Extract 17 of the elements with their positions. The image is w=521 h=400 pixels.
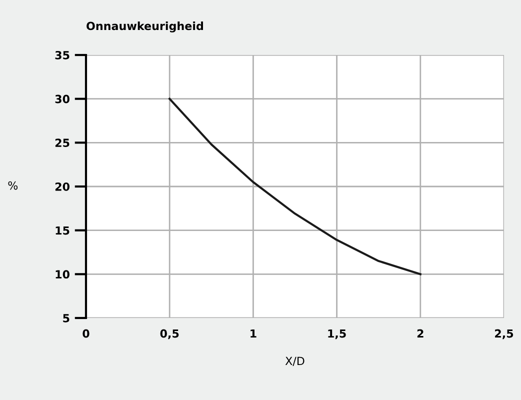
y-tick-label: 35	[55, 50, 70, 60]
x-tick-label: 1,5	[328, 329, 346, 340]
x-tick-label: 1	[250, 329, 256, 338]
x-tick-label: 0,5	[160, 329, 179, 340]
y-axis-title: %	[8, 181, 18, 190]
x-axis-title: X/D	[285, 356, 304, 366]
y-tick-label: 15	[56, 226, 70, 235]
y-tick-label: 30	[55, 94, 70, 104]
x-tick-label: 2,5	[495, 329, 514, 340]
y-tick-label: 10	[56, 270, 70, 279]
chart-title: Onnauwkeurigheid	[86, 22, 203, 32]
y-tick-label: 5	[63, 314, 70, 322]
x-tick-label: 2	[417, 329, 424, 338]
line-series	[168, 98, 422, 276]
y-tick-label: 25	[55, 138, 70, 148]
x-tick-label: 0	[82, 329, 90, 338]
y-tick-label: 20	[55, 182, 70, 191]
